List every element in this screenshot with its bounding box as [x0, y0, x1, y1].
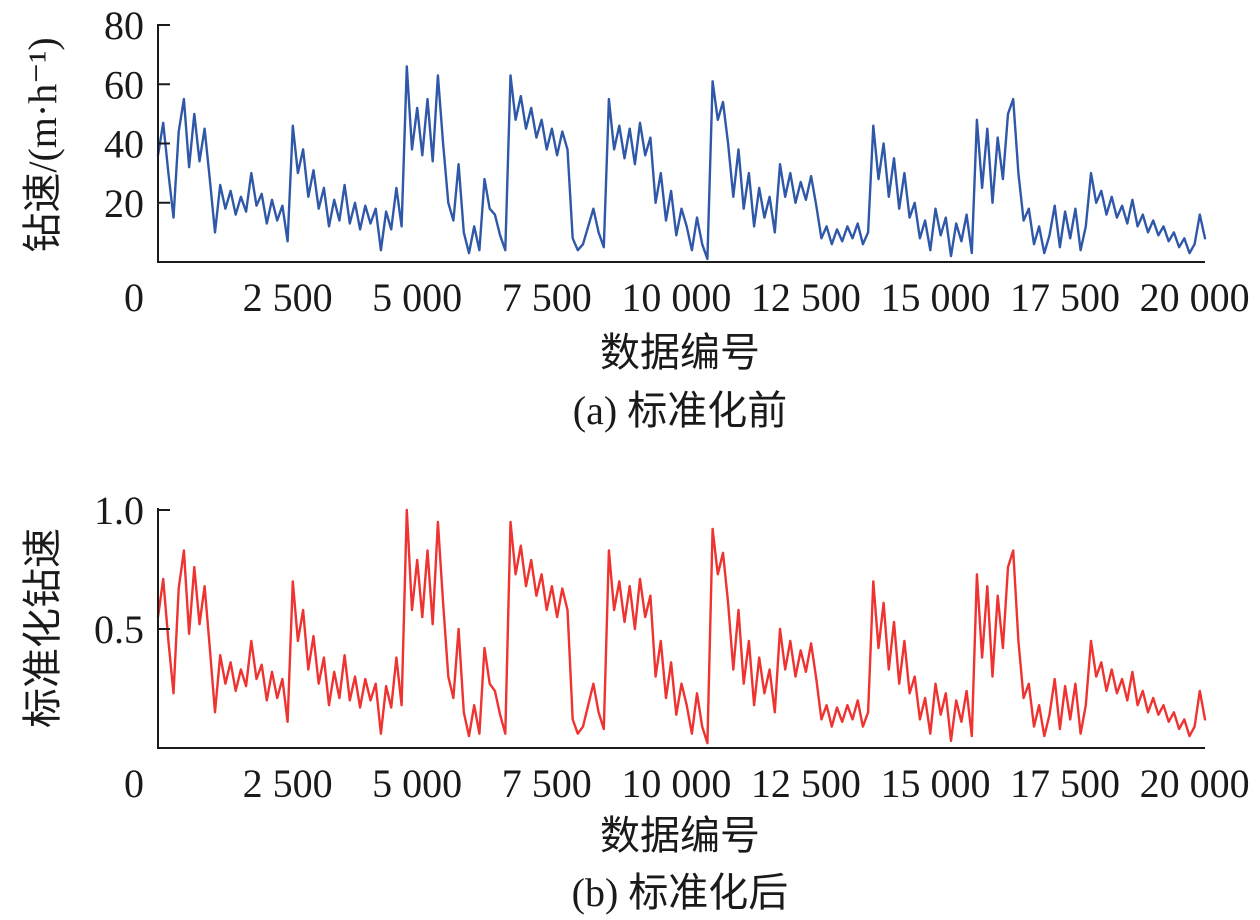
y-tick-label: 40 [104, 122, 144, 167]
x-tick-label: 2 500 [243, 761, 333, 806]
x-tick-label: 0 [124, 761, 144, 806]
series-line [156, 65, 1207, 261]
x-tick-label: 5 000 [372, 761, 462, 806]
chart-caption: (a) 标准化前 [573, 388, 787, 433]
x-tick-label: 10 000 [621, 275, 731, 320]
chart-a: 20 40 60 80 0 2 500 5 000 7 500 10 000 12 500 15 … [20, 3, 1250, 433]
y-tick-label: 60 [104, 62, 144, 107]
y-tick-label: 20 [104, 181, 144, 226]
x-tick-label: 20 000 [1140, 275, 1250, 320]
x-axis-label: 数据编号 [600, 813, 760, 858]
x-tick-label: 7 500 [502, 761, 592, 806]
x-tick-labels: 0 2 500 5 000 7 500 10 000 12 500 15 000 17 500… [124, 761, 1250, 806]
x-tick-label: 15 000 [880, 275, 990, 320]
x-tick-labels: 0 2 500 5 000 7 500 10 000 12 500 15 000 17 500… [124, 275, 1250, 320]
x-axis-label: 数据编号 [600, 330, 760, 375]
x-tick-label: 17 500 [1010, 761, 1120, 806]
x-tick-label: 17 500 [1010, 275, 1120, 320]
x-tick-label: 12 500 [751, 761, 861, 806]
y-axis-label: 标准化钻速 [20, 528, 65, 728]
y-tick-label: 0.5 [94, 607, 144, 652]
y-axis-label: 钻速/(m·h⁻¹) [20, 37, 65, 252]
x-tick-label: 20 000 [1140, 761, 1250, 806]
x-tick-label: 15 000 [880, 761, 990, 806]
x-tick-label: 10 000 [621, 761, 731, 806]
x-tick-label: 2 500 [243, 275, 333, 320]
x-tick-label: 12 500 [751, 275, 861, 320]
chart-b: 0.5 1.0 0 2 500 5 000 7 500 10 000 12 500 15 00… [20, 488, 1250, 915]
x-tick-label: 0 [124, 275, 144, 320]
series-line [156, 508, 1207, 745]
x-tick-label: 5 000 [372, 275, 462, 320]
y-ticks: 0.5 1.0 [94, 488, 170, 652]
y-tick-label: 80 [104, 3, 144, 48]
y-tick-label: 1.0 [94, 488, 144, 533]
chart-caption: (b) 标准化后 [572, 870, 789, 915]
x-tick-label: 7 500 [502, 275, 592, 320]
y-ticks: 20 40 60 80 [104, 3, 170, 226]
